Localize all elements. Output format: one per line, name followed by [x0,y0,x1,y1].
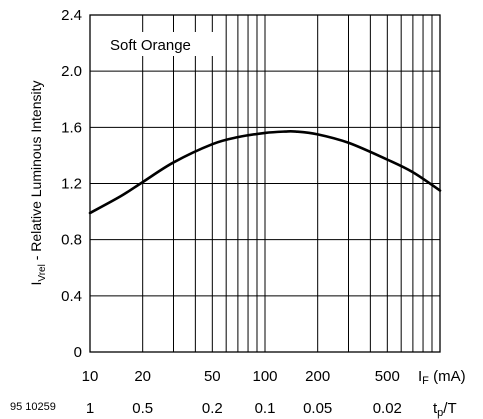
series-line [88,129,442,215]
x-tick-labels: 10 20 50 100 200 500 [82,368,400,385]
figure-id: 95 10259 [10,401,56,413]
x-axis-label-main: I [418,368,422,385]
y-tick-label: 0.8 [61,232,82,249]
x-axis-label: IF (mA) [418,368,466,387]
x-axis-label-unit: (mA) [429,368,466,385]
x2-tick-labels: 1 0.5 0.2 0.1 0.05 0.02 [86,400,402,417]
y-axis-label-main: I [28,282,44,286]
grid-lines [90,15,440,352]
y-tick-label: 1.6 [61,119,82,136]
x-tick-label: 500 [375,368,400,385]
y-axis-label-sub: Vrel [37,264,48,281]
annotation-background [106,32,216,56]
x2-axis-label-sub: p [437,407,443,419]
y-axis-label: IVrel - Relative Luminous Intensity [28,81,48,286]
x2-tick-label: 0.2 [202,400,223,417]
y-axis-label-rest: - Relative Luminous Intensity [28,81,44,265]
x-axis-label-sub: F [422,375,429,387]
y-tick-labels: 0 0.4 0.8 1.2 1.6 2.0 2.4 [61,7,82,361]
x-tick-label: 200 [305,368,330,385]
x2-tick-label: 1 [86,400,94,417]
y-tick-label: 0 [74,344,82,361]
annotation-label: Soft Orange [110,37,191,54]
x-tick-label: 100 [252,368,277,385]
x2-tick-label: 0.05 [303,400,332,417]
x2-axis-label-rest: /T [443,400,456,417]
x2-axis-label: tp/T [433,400,457,419]
y-tick-label: 2.4 [61,7,82,24]
y-tick-label: 1.2 [61,176,82,193]
plot-frame [89,14,441,353]
x2-axis-label-main: t [433,400,438,417]
x2-tick-label: 0.02 [373,400,402,417]
x2-tick-label: 0.1 [255,400,276,417]
y-tick-label: 0.4 [61,288,82,305]
x2-tick-label: 0.5 [132,400,153,417]
x-tick-label: 20 [134,368,151,385]
y-tick-label: 2.0 [61,63,82,80]
x-tick-label: 10 [82,368,99,385]
x-tick-label: 50 [204,368,221,385]
